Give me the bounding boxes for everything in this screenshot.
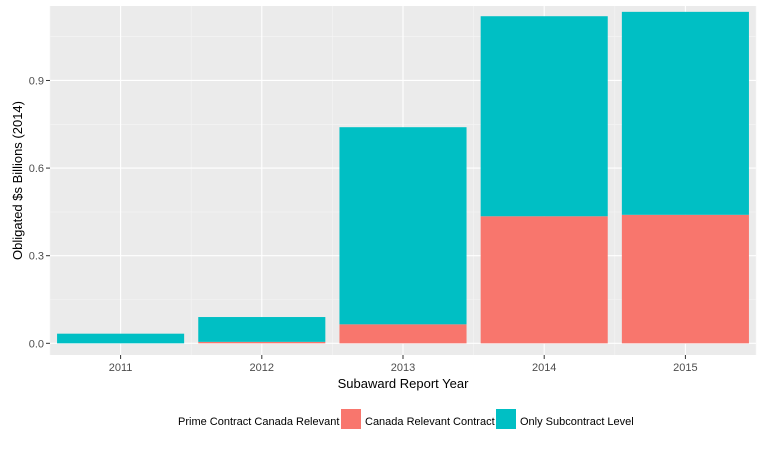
legend-key-canada-relevant-contract bbox=[341, 409, 361, 429]
x-tick-label: 2013 bbox=[391, 362, 415, 374]
legend: Prime Contract Canada Relevant Canada Re… bbox=[178, 409, 634, 429]
y-axis: 0.0 0.3 0.6 0.9 bbox=[29, 75, 50, 350]
x-tick-label: 2014 bbox=[532, 362, 556, 374]
bar-canada-relevant-contract-2013 bbox=[339, 324, 467, 344]
y-axis-title: Obligated $s Billions (2014) bbox=[10, 101, 25, 260]
y-tick-label: 0.0 bbox=[29, 338, 44, 350]
legend-label-only-subcontract-level: Only Subcontract Level bbox=[520, 416, 634, 428]
y-tick-label: 0.3 bbox=[29, 251, 44, 263]
y-tick-label: 0.9 bbox=[29, 75, 44, 87]
x-tick-label: 2012 bbox=[250, 362, 274, 374]
legend-label-canada-relevant-contract: Canada Relevant Contract bbox=[365, 416, 495, 428]
y-tick-label: 0.6 bbox=[29, 163, 44, 175]
bar-only-subcontract-level-2015 bbox=[621, 11, 749, 215]
bars bbox=[57, 11, 749, 344]
bar-canada-relevant-contract-2012 bbox=[198, 341, 326, 344]
x-tick-label: 2015 bbox=[673, 362, 697, 374]
legend-key-only-subcontract-level bbox=[496, 409, 516, 429]
bar-only-subcontract-level-2011 bbox=[57, 333, 185, 344]
x-axis-title: Subaward Report Year bbox=[338, 376, 469, 391]
bar-only-subcontract-level-2014 bbox=[480, 16, 608, 217]
bar-canada-relevant-contract-2014 bbox=[480, 216, 608, 344]
bar-only-subcontract-level-2012 bbox=[198, 317, 326, 342]
legend-title: Prime Contract Canada Relevant bbox=[178, 416, 339, 428]
bar-canada-relevant-contract-2015 bbox=[621, 214, 749, 344]
x-axis: 2011 2012 2013 2014 2015 bbox=[109, 355, 698, 374]
bar-only-subcontract-level-2013 bbox=[339, 127, 467, 325]
x-tick-label: 2011 bbox=[109, 362, 133, 374]
